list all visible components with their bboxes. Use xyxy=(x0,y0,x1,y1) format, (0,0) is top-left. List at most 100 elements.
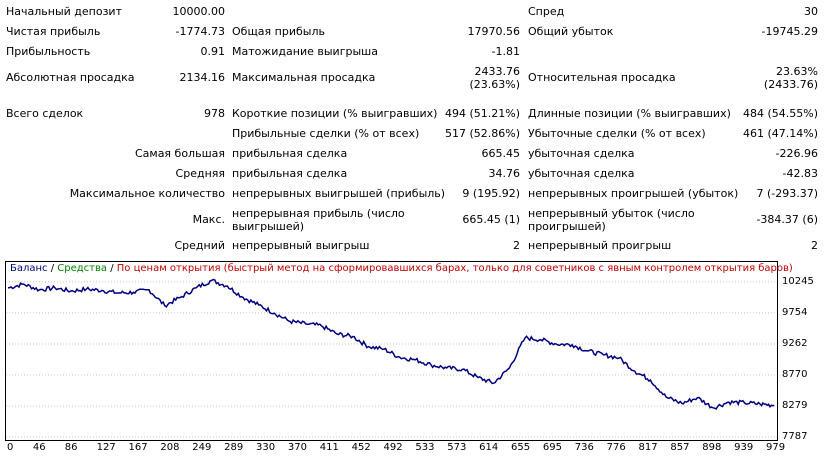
spread-label: Спред xyxy=(528,5,565,18)
max-cons-profit-label-1: непрерывная прибыль (число xyxy=(232,207,405,220)
x-tick-label: 898 xyxy=(702,442,722,453)
gross-loss-label: Общий убыток xyxy=(528,25,614,38)
max-drawdown-label: Максимальная просадка xyxy=(232,71,376,84)
initial-deposit-label: Начальный депозит xyxy=(6,5,122,18)
x-tick-label: 736 xyxy=(574,442,594,453)
max-cons-loss-label-1: непрерывный убыток (число xyxy=(528,207,695,220)
y-tick-label: 8279 xyxy=(782,399,808,411)
profit-trades-label: Прибыльные сделки (% от всех) xyxy=(232,127,420,140)
legend-equity: Средства xyxy=(57,263,108,274)
legend-balance: Баланс xyxy=(10,263,48,274)
max-cons-losses-label: непрерывных проигрышей (убыток) xyxy=(528,187,739,200)
x-tick-label: 695 xyxy=(542,442,562,453)
largest-profit-label: прибыльная сделка xyxy=(232,147,348,160)
spread-value: 30 xyxy=(804,5,818,18)
expected-payoff-label: Матожидание выигрыша xyxy=(232,45,378,58)
x-tick-label: 289 xyxy=(224,442,244,453)
x-tick-label: 370 xyxy=(287,442,307,453)
largest-loss-value: -226.96 xyxy=(775,147,818,160)
loss-trades-label: Убыточные сделки (% от всех) xyxy=(528,127,706,140)
max-cons-loss-label-2: проигрышей) xyxy=(528,220,606,233)
net-profit-label: Чистая прибыль xyxy=(6,25,101,38)
y-tick-label: 10245 xyxy=(782,275,814,287)
avg-label: Средний xyxy=(174,239,225,252)
rel-drawdown-label: Относительная просадка xyxy=(528,71,676,84)
x-tick-label: 330 xyxy=(256,442,276,453)
profit-factor-value: 0.91 xyxy=(200,45,226,58)
average-profit-value: 34.76 xyxy=(488,167,521,180)
max-drawdown-percent: (23.63%) xyxy=(469,78,520,91)
x-tick-label: 533 xyxy=(415,442,435,453)
average-loss-value: -42.83 xyxy=(782,167,818,180)
x-tick-label: 614 xyxy=(479,442,499,453)
x-tick-label: 776 xyxy=(606,442,626,453)
max-cons-wins-value: 9 (195.92) xyxy=(462,187,520,200)
max-cons-profit-label-2: выигрышей) xyxy=(232,220,305,233)
average-label: Средняя xyxy=(175,167,225,180)
x-tick-label: 452 xyxy=(351,442,371,453)
max-cons-loss-value: -384.37 (6) xyxy=(756,213,818,226)
short-positions-value: 494 (51.21%) xyxy=(444,107,520,120)
x-tick-label: 208 xyxy=(160,442,180,453)
x-tick-label: 573 xyxy=(447,442,467,453)
x-tick-label: 0 xyxy=(7,442,14,453)
avg-cons-wins-value: 2 xyxy=(513,239,520,252)
max-drawdown-value: 2433.76 xyxy=(474,65,521,78)
initial-deposit-value: 10000.00 xyxy=(172,5,226,18)
legend-test-mode: По ценам открытия (быстрый метод на сфор… xyxy=(116,263,793,274)
rel-drawdown-value: 23.63% xyxy=(776,65,818,78)
x-tick-label: 86 xyxy=(64,442,78,453)
long-positions-label: Длинные позиции (% выигравших) xyxy=(528,107,731,120)
avg-cons-wins-label: непрерывный выигрыш xyxy=(232,239,370,252)
gross-loss-value: -19745.29 xyxy=(761,25,818,38)
average-loss-label: убыточная сделка xyxy=(528,167,635,180)
series-line-balance xyxy=(7,278,775,410)
x-tick-label: 46 xyxy=(32,442,46,453)
legend-separator: / xyxy=(107,263,117,274)
y-tick-label: 9754 xyxy=(782,306,808,318)
x-tick-label: 249 xyxy=(192,442,212,453)
max-cons-wins-label: непрерывных выигрышей (прибыль) xyxy=(232,187,446,200)
balance-chart-plot xyxy=(6,278,777,438)
max-cons-losses-value: 7 (-293.37) xyxy=(756,187,818,200)
x-tick-label: 857 xyxy=(670,442,690,453)
avg-cons-losses-label: непрерывный проигрыш xyxy=(528,239,672,252)
x-tick-label: 817 xyxy=(638,442,658,453)
report-statistics: Начальный депозит 10000.00 Спред 30 Чист… xyxy=(6,5,818,252)
max-label: Макс. xyxy=(192,213,225,226)
x-tick-label: 492 xyxy=(383,442,403,453)
largest-loss-label: убыточная сделка xyxy=(528,147,635,160)
max-cons-profit-value: 665.45 (1) xyxy=(462,213,520,226)
x-tick-label: 411 xyxy=(319,442,339,453)
long-positions-value: 484 (54.55%) xyxy=(742,107,818,120)
total-trades-value: 978 xyxy=(204,107,225,120)
avg-cons-losses-value: 2 xyxy=(811,239,818,252)
chart-legend: Баланс / Средства / По ценам открытия (б… xyxy=(10,263,793,274)
gross-profit-value: 17970.56 xyxy=(467,25,521,38)
x-tick-label: 167 xyxy=(128,442,148,453)
y-tick-label: 9262 xyxy=(782,337,808,349)
y-tick-label: 7787 xyxy=(782,431,808,442)
legend-separator: / xyxy=(47,263,58,274)
x-tick-label: 979 xyxy=(766,442,786,453)
y-tick-label: 8770 xyxy=(782,368,808,380)
net-profit-value: -1774.73 xyxy=(175,25,225,38)
balance-chart: Баланс / Средства / По ценам открытия (б… xyxy=(5,261,793,441)
max-count-label: Максимальное количество xyxy=(69,187,225,200)
short-positions-label: Короткие позиции (% выигравших) xyxy=(232,107,438,120)
rel-drawdown-amount: (2433.76) xyxy=(763,78,818,91)
profit-factor-label: Прибыльность xyxy=(6,45,91,58)
average-profit-label: прибыльная сделка xyxy=(232,167,348,180)
gross-profit-label: Общая прибыль xyxy=(232,25,325,38)
abs-drawdown-label: Абсолютная просадка xyxy=(6,71,135,84)
profit-trades-value: 517 (52.86%) xyxy=(444,127,520,140)
x-tick-label: 939 xyxy=(734,442,754,453)
x-tick-label: 127 xyxy=(96,442,116,453)
abs-drawdown-value: 2134.16 xyxy=(179,71,226,84)
loss-trades-value: 461 (47.14%) xyxy=(742,127,818,140)
x-tick-label: 655 xyxy=(511,442,531,453)
total-trades-label: Всего сделок xyxy=(6,107,84,120)
largest-profit-value: 665.45 xyxy=(481,147,521,160)
largest-label: Самая большая xyxy=(134,147,225,160)
expected-payoff-value: -1.81 xyxy=(491,45,520,58)
